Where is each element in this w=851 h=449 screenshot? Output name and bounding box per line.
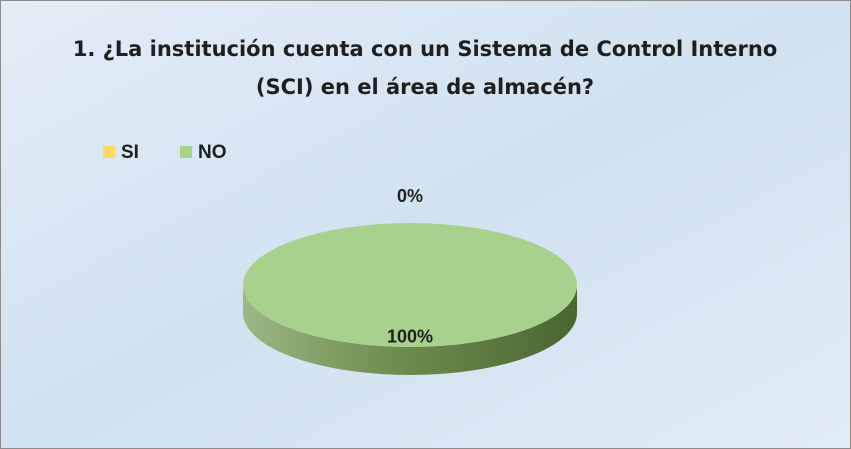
legend-label: SI: [121, 142, 139, 163]
title-box: 1. ¿La institución cuenta con un Sistema…: [72, 37, 778, 99]
pie-slice: [243, 223, 577, 347]
data-label: 0%: [397, 186, 423, 206]
data-label: 100%: [387, 326, 433, 346]
chart-title: 1. ¿La institución cuenta con un Sistema…: [72, 37, 778, 99]
legend-swatch: [103, 146, 115, 158]
legend-label: NO: [198, 142, 227, 163]
pie-side: [243, 285, 577, 375]
legend-swatch: [180, 146, 192, 158]
